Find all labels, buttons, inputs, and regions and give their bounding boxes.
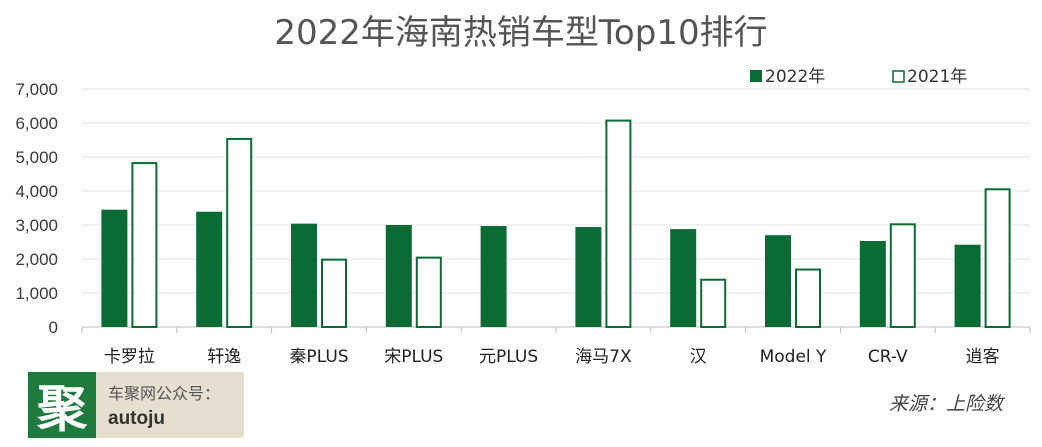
y-tick-label: 6,000	[15, 114, 58, 133]
brand-handle: autoju	[108, 408, 165, 429]
legend: 2022年 2021年	[750, 67, 967, 87]
bar-2022	[859, 240, 886, 327]
x-category-label: CR-V	[868, 347, 908, 367]
bar-2022	[954, 244, 981, 327]
x-category-label: 轩逸	[207, 347, 241, 367]
x-category-label: 卡罗拉	[104, 347, 155, 367]
bar-2021	[415, 256, 442, 328]
y-tick-label: 4,000	[15, 182, 58, 201]
legend-swatch-2022	[750, 70, 762, 82]
x-category-label: 逍客	[966, 347, 1000, 367]
y-tick-label: 2,000	[15, 250, 58, 269]
x-category-label: Model Y	[760, 347, 827, 367]
x-category-label: 秦PLUS	[289, 347, 348, 367]
y-tick-label: 3,000	[15, 216, 58, 235]
legend-label: 2022年	[765, 67, 825, 87]
brand-logo: 聚	[28, 372, 96, 438]
y-tick-label: 5,000	[15, 148, 58, 167]
x-category-label: 元PLUS	[479, 347, 538, 367]
bar-2022	[480, 226, 507, 327]
bar-2021	[889, 223, 916, 328]
bar-2021	[605, 119, 632, 328]
bar-2022	[196, 211, 223, 327]
bar-2021	[131, 162, 158, 328]
legend-label: 2021年	[907, 67, 967, 87]
bar-2022	[670, 229, 697, 327]
source-note: 来源：上险数	[889, 393, 1006, 415]
bar-2021	[795, 268, 821, 328]
y-tick-label: 1,000	[15, 284, 58, 303]
legend-swatch-2021	[892, 70, 905, 83]
bar-2022	[385, 225, 412, 327]
bar-2022	[765, 235, 791, 327]
bar-2022	[575, 227, 602, 327]
chart-title: 2022年海南热销车型Top10排行	[274, 13, 767, 53]
bar-2021	[226, 137, 253, 328]
x-category-label: 汉	[690, 347, 707, 367]
bar-2022	[291, 223, 317, 327]
y-axis-ticks: 0 1,000 2,000 3,000 4,000 5,000 6,000 7,000	[15, 80, 58, 337]
bar-2022	[101, 209, 128, 327]
y-tick-label: 7,000	[15, 80, 58, 99]
brand-name: 车聚网公众号：	[108, 384, 221, 403]
grid-lines	[81, 88, 1031, 333]
bars	[101, 119, 1011, 328]
bar-2021	[700, 278, 727, 328]
y-tick-label: 0	[49, 318, 58, 337]
bar-2021	[984, 188, 1011, 328]
x-category-label: 海马7X	[575, 347, 632, 367]
x-axis-categories: 卡罗拉 轩逸 秦PLUS 宋PLUS 元PLUS 海马7X 汉 Model Y CR-V 逍客	[104, 347, 1000, 367]
x-category-label: 宋PLUS	[384, 347, 443, 367]
bar-2021	[321, 258, 347, 328]
